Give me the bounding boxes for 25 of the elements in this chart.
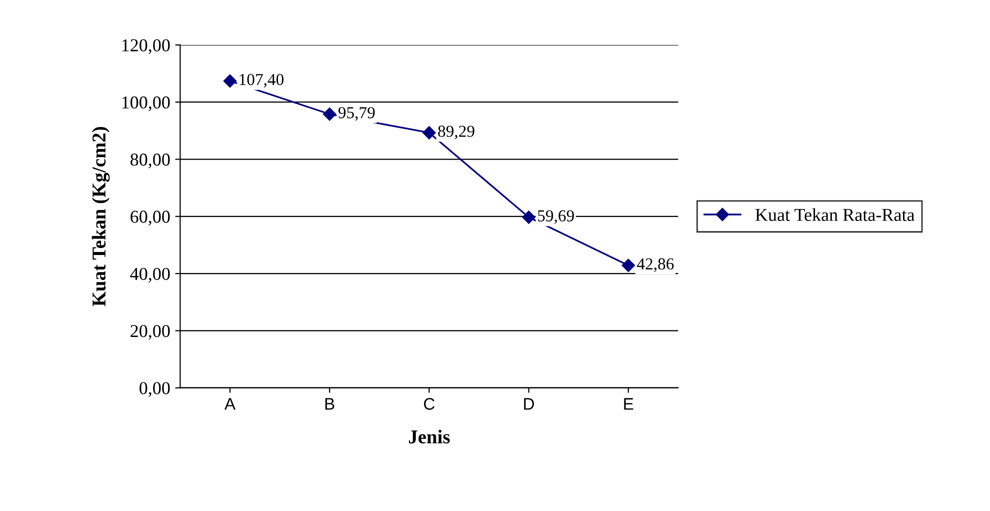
y-tick-label: 20,00 (130, 324, 170, 340)
x-tick-label: C (424, 398, 435, 410)
data-label: 107,40 (240, 74, 284, 88)
x-tick-label: D (524, 398, 534, 410)
y-axis-title: Kuat Tekan (Kg/cm2) (92, 127, 110, 306)
y-tick-label: 0,00 (140, 382, 170, 397)
point (223, 74, 237, 88)
y-tick-label: 100,00 (122, 96, 170, 112)
point (522, 210, 536, 224)
data-label: 89,29 (438, 126, 474, 140)
x-axis-title: Jenis (408, 430, 450, 444)
y-tick-label: 60,00 (130, 210, 170, 226)
point (622, 258, 635, 272)
x-tick-label: B (325, 398, 334, 410)
legend-label: Kuat Tekan Rata-Rata (755, 208, 915, 221)
x-tick-label: A (224, 398, 236, 410)
y-tick-label: 120,00 (122, 39, 170, 54)
x-tick-label: E (624, 398, 634, 410)
point (422, 126, 436, 140)
data-label: 42,86 (637, 258, 674, 272)
y-tick-label: 80,00 (130, 154, 170, 168)
point (322, 108, 336, 121)
data-label: 95,79 (338, 107, 375, 121)
data-label: 59,69 (538, 210, 574, 224)
y-tick-label: 40,00 (130, 268, 170, 283)
